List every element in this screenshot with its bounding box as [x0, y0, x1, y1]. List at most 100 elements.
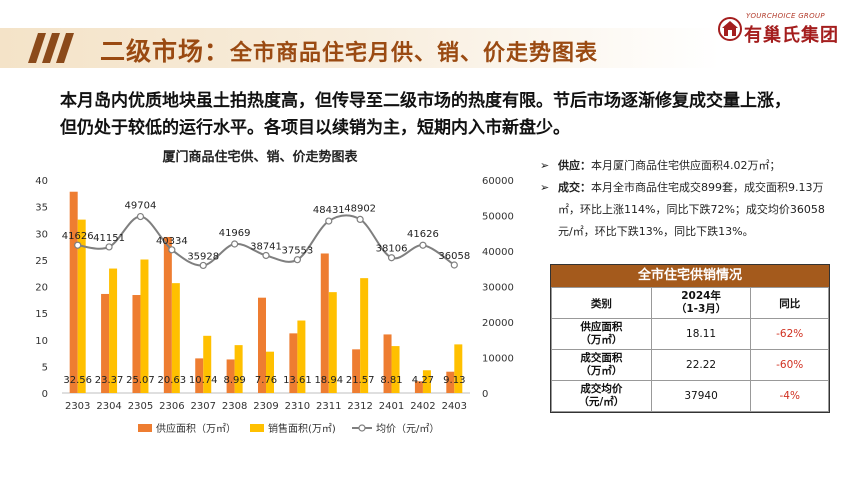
price-point: [199, 261, 207, 270]
y-left-tick-label: 0: [42, 389, 48, 400]
price-point: [419, 241, 427, 249]
table-title: 全市住宅供销情况: [551, 265, 829, 287]
bullet-list: ➢ 供应：本月厦门商品住宅供应面积4.02万㎡； ➢ 成交：本月全市商品住宅成交…: [538, 155, 838, 243]
bullet-text: 本月厦门商品住宅供应面积4.02万㎡；: [591, 159, 781, 172]
sales-bar: [454, 344, 463, 393]
sales-data-label: 23.37: [95, 375, 124, 386]
supply-bar: [195, 358, 204, 393]
y-left-tick-label: 5: [42, 362, 48, 373]
sales-bar: [328, 292, 337, 393]
table-row: 成交面积 （万㎡） 22.22 -60%: [551, 349, 829, 381]
x-tick-label: 2308: [222, 401, 247, 412]
table-header-cell: 2024年 （1-3月）: [650, 287, 752, 319]
price-point: [356, 215, 364, 223]
arrow-icon: ➢: [540, 159, 550, 172]
x-tick-label: 2306: [159, 401, 184, 412]
supply-bar: [414, 381, 423, 393]
table-row-label: 成交面积 （万㎡）: [551, 349, 652, 381]
price-data-label: 48902: [344, 203, 376, 214]
supply-bar: [226, 359, 235, 393]
table-header-cell: 同比: [750, 287, 829, 319]
sales-data-label: 32.56: [63, 375, 92, 386]
price-data-label: 49704: [125, 201, 157, 212]
supply-bar: [69, 191, 78, 393]
table-header-row: 类别 2024年 （1-3月） 同比: [551, 287, 829, 319]
page-title-sub: 全市商品住宅月供、销、价走势图表: [230, 41, 599, 66]
bullet-text: 本月全市商品住宅成交899套，成交面积9.13万㎡，环比上涨114%，同比下跌7…: [558, 181, 825, 238]
supply-bar: [101, 293, 110, 393]
summary-text: 本月岛内优质地块虽土拍热度高，但传导至二级市场的热度有限。节后市场逐渐修复成交量…: [60, 91, 791, 138]
x-tick-label: 2311: [316, 401, 341, 412]
sales-data-label: 7.76: [255, 375, 277, 386]
bullet-deal: ➢ 成交：本月全市商品住宅成交899套，成交面积9.13万㎡，环比上涨114%，…: [538, 177, 838, 243]
table-row-label: 供应面积 （万㎡）: [551, 318, 652, 350]
y-left-tick-label: 10: [35, 336, 48, 347]
y-right-tick-label: 30000: [482, 283, 514, 294]
supply-sales-table: 全市住宅供销情况 类别 2024年 （1-3月） 同比 供应面积 （万㎡） 18…: [550, 264, 830, 413]
sales-data-label: 13.61: [283, 375, 312, 386]
sales-data-label: 18.94: [314, 375, 343, 386]
table-row-yoy: -60%: [750, 349, 829, 381]
y-left-tick-label: 40: [35, 176, 48, 187]
y-left-tick-label: 30: [35, 229, 48, 240]
sales-bar: [203, 335, 212, 393]
supply-bar: [320, 253, 329, 393]
arrow-icon: ➢: [540, 181, 550, 194]
price-data-label: 38741: [250, 241, 282, 252]
x-tick-label: 2305: [128, 401, 153, 412]
table-row-label: 成交均价 （元/㎡）: [551, 380, 652, 412]
sales-data-label: 25.07: [126, 375, 155, 386]
price-point: [293, 256, 301, 264]
legend-supply-swatch: [138, 424, 152, 432]
slash-decoration-icon: [28, 33, 74, 63]
chart-title: 厦门商品住宅供、销、价走势图表: [162, 150, 358, 165]
table-row-yoy: -4%: [750, 380, 829, 412]
legend-sales-label: 销售面积(万㎡): [268, 422, 336, 435]
price-data-label: 37553: [281, 246, 313, 257]
table-row-value: 18.11: [650, 318, 752, 350]
x-tick-label: 2309: [253, 401, 278, 412]
sales-data-label: 10.74: [189, 375, 218, 386]
y-left-tick-label: 25: [35, 256, 48, 267]
price-point: [231, 240, 239, 248]
y-left-tick-label: 20: [35, 283, 48, 294]
bullet-supply: ➢ 供应：本月厦门商品住宅供应面积4.02万㎡；: [538, 155, 838, 177]
logo-chinese: 有巢氏集团: [744, 25, 839, 46]
sales-bar: [77, 219, 86, 393]
sales-data-label: 9.13: [443, 375, 465, 386]
supply-bar: [383, 334, 392, 393]
y-right-tick-label: 50000: [482, 212, 514, 223]
x-tick-label: 2307: [191, 401, 216, 412]
supply-bar: [352, 349, 361, 393]
sales-bar: [171, 283, 180, 393]
logo-english: YOURCHOICE GROUP: [746, 12, 825, 20]
sales-data-label: 4.27: [412, 375, 434, 386]
sales-data-label: 8.99: [223, 375, 245, 386]
sales-data-label: 8.81: [380, 375, 402, 386]
sales-bar: [109, 268, 118, 393]
bullet-label: 供应：: [558, 159, 591, 172]
price-data-label: 38106: [376, 244, 408, 255]
sales-bar: [234, 345, 243, 393]
price-data-label: 48431: [313, 205, 345, 216]
price-data-label: 36058: [438, 251, 470, 262]
y-right-tick-label: 60000: [482, 176, 514, 187]
x-tick-label: 2304: [96, 401, 121, 412]
sales-bar: [422, 370, 431, 393]
y-left-tick-label: 15: [35, 309, 48, 320]
price-data-label: 41969: [219, 228, 251, 239]
table-row-value: 22.22: [650, 349, 752, 381]
table-row: 供应面积 （万㎡） 18.11 -62%: [551, 318, 829, 350]
sales-bar: [391, 346, 400, 393]
table-header-cell: 类别: [551, 287, 652, 319]
logo-house-icon: [718, 17, 742, 41]
price-point: [74, 241, 82, 249]
sales-bar: [360, 278, 369, 393]
header-bar: [0, 28, 720, 68]
price-data-label: 41151: [93, 233, 125, 244]
sales-bar: [266, 351, 274, 393]
supply-bar: [446, 371, 455, 393]
table-row-yoy: -62%: [750, 318, 829, 350]
x-tick-label: 2303: [65, 401, 90, 412]
price-data-label: 40334: [156, 236, 188, 247]
